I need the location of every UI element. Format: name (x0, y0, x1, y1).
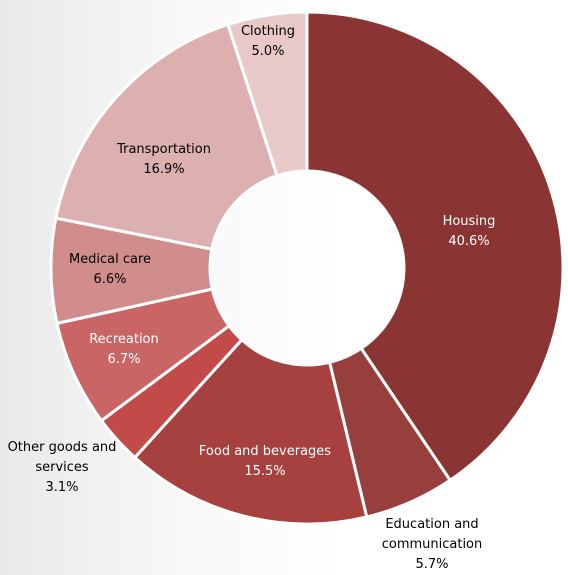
slice-label: Clothing 5.0% (228, 22, 308, 62)
value-label: 16.9% (143, 162, 185, 177)
value-label: 6.7% (107, 352, 141, 367)
category-label: Education and communication (381, 517, 483, 552)
slice-label: Other goods and services 3.1% (2, 438, 122, 498)
category-label: Recreation (89, 332, 159, 347)
slice (305, 10, 565, 483)
value-label: 40.6% (448, 234, 490, 249)
value-label: 6.6% (93, 272, 127, 287)
slice (54, 22, 279, 251)
category-label: Housing (442, 214, 496, 229)
category-label: Clothing (240, 24, 296, 39)
slice-label: Housing 40.6% (409, 212, 529, 252)
slice-label: Transportation 16.9% (99, 140, 229, 180)
value-label: 3.1% (45, 480, 79, 495)
value-label: 5.0% (251, 44, 285, 59)
slice-label: Recreation 6.7% (74, 330, 174, 370)
category-label: Other goods and services (7, 440, 117, 475)
slice-label: Education and communication 5.7% (362, 515, 502, 575)
value-label: 5.7% (415, 557, 449, 572)
slice-label: Food and beverages 15.5% (185, 442, 345, 482)
slice (132, 337, 369, 526)
value-label: 15.5% (244, 464, 286, 479)
slice-label: Medical care 6.6% (60, 250, 160, 290)
category-label: Food and beverages (198, 444, 332, 459)
slice (226, 10, 309, 178)
category-label: Medical care (68, 252, 152, 267)
category-label: Transportation (117, 142, 211, 157)
